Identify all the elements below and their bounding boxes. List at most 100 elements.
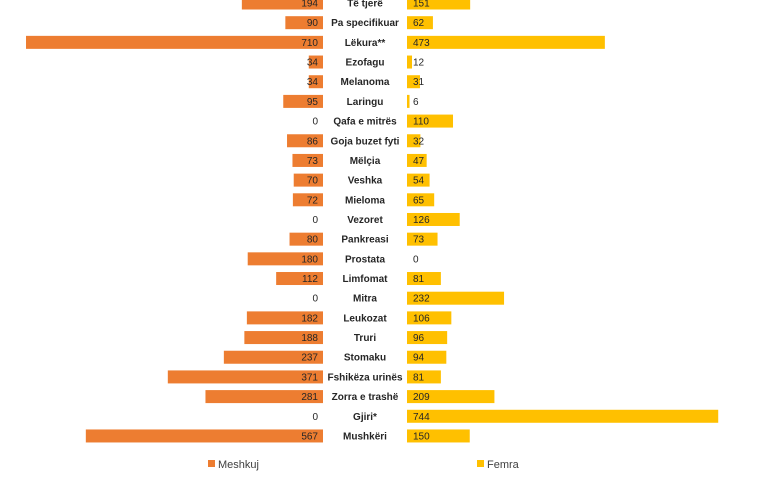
bar-meshkuj-lekura xyxy=(26,35,323,49)
value-label-meshkuj-vezoret: 0 xyxy=(312,215,318,226)
category-label-gjiri: Gjiri* xyxy=(353,412,377,423)
value-label-femra-stomaku: 94 xyxy=(413,353,425,364)
bar-femra-mushkeri xyxy=(407,429,470,443)
category-label-limfomat: Limfomat xyxy=(343,274,389,285)
category-label-qafa-e-mitres: Qafa e mitrës xyxy=(333,117,397,128)
bar-femra-gjiri xyxy=(407,409,719,423)
value-label-femra-melanoma: 31 xyxy=(413,77,425,88)
value-label-meshkuj-fshikeza-urines: 371 xyxy=(301,372,318,383)
bar-femra-lekura xyxy=(407,35,605,49)
category-label-veshka: Veshka xyxy=(348,176,383,187)
bar-femra-leukozat xyxy=(407,311,452,325)
category-label-stomaku: Stomaku xyxy=(344,353,386,364)
category-label-mieloma: Mieloma xyxy=(345,195,385,206)
value-label-meshkuj-veshka: 70 xyxy=(307,176,319,187)
value-label-femra-veshka: 54 xyxy=(413,176,425,187)
category-label-fshikeza-urines: Fshikëza urinës xyxy=(327,372,402,383)
bar-femra-fshikeza-urines xyxy=(407,370,441,384)
value-label-femra-pankreasi: 73 xyxy=(413,235,425,246)
bar-meshkuj-te-tjere xyxy=(241,0,323,10)
value-label-femra-zorra-e-trashe: 209 xyxy=(413,392,430,403)
bar-meshkuj-pankreasi xyxy=(289,232,323,246)
value-label-meshkuj-truri: 188 xyxy=(301,333,318,344)
category-label-zorra-e-trashe: Zorra e trashë xyxy=(332,392,399,403)
value-label-meshkuj-leukozat: 182 xyxy=(301,313,318,324)
value-label-femra-mitra: 232 xyxy=(413,294,430,305)
value-label-femra-gjiri: 744 xyxy=(413,412,430,423)
value-label-femra-ezofagu: 12 xyxy=(413,58,425,69)
category-label-mitra: Mitra xyxy=(353,294,377,305)
bar-femra-ezofagu xyxy=(407,55,413,69)
legend-swatch-meshkuj xyxy=(208,460,215,467)
bar-femra-truri xyxy=(407,331,448,345)
bar-meshkuj-zorra-e-trashe xyxy=(205,390,323,404)
value-label-meshkuj-limfomat: 112 xyxy=(302,274,318,285)
legend-label-femra: Femra xyxy=(487,459,520,471)
bar-meshkuj-leukozat xyxy=(246,311,323,325)
category-label-truri: Truri xyxy=(354,333,376,344)
value-label-meshkuj-pankreasi: 80 xyxy=(307,235,319,246)
bar-femra-zorra-e-trashe xyxy=(407,390,495,404)
bar-meshkuj-truri xyxy=(244,331,323,345)
value-label-femra-melcia: 47 xyxy=(413,156,425,167)
value-label-meshkuj-stomaku: 237 xyxy=(301,353,318,364)
value-label-meshkuj-te-tjere: 194 xyxy=(301,0,318,10)
legend: Meshkuj Femra xyxy=(208,459,520,471)
bar-meshkuj-melanoma xyxy=(308,75,323,89)
bar-meshkuj-limfomat xyxy=(276,272,323,286)
category-label-pankreasi: Pankreasi xyxy=(341,235,388,246)
category-label-prostata: Prostata xyxy=(345,254,385,265)
category-label-vezoret: Vezoret xyxy=(347,215,383,226)
category-label-goja-buzet-fyti: Goja buzet fyti xyxy=(331,136,400,147)
bar-meshkuj-mieloma xyxy=(292,193,323,207)
value-label-femra-pa-specifikuar: 62 xyxy=(413,18,425,29)
bar-femra-te-tjere xyxy=(407,0,471,10)
category-labels: Të tjerë Pa specifikuar Lëkura** Ezofagu Mel… xyxy=(327,0,402,442)
value-label-meshkuj-lekura: 710 xyxy=(301,38,318,49)
category-label-melanoma: Melanoma xyxy=(341,77,390,88)
category-label-te-tjere: Të tjerë xyxy=(347,0,383,10)
bar-femra-limfomat xyxy=(407,272,441,286)
bar-femra-laringu xyxy=(407,94,410,108)
category-label-melcia: Mëlçia xyxy=(350,156,381,167)
category-label-mushkeri: Mushkëri xyxy=(343,431,387,442)
bar-meshkuj-veshka xyxy=(293,173,323,187)
category-label-ezofagu: Ezofagu xyxy=(346,58,385,69)
legend-swatch-femra xyxy=(477,460,484,467)
legend-label-meshkuj: Meshkuj xyxy=(218,459,259,471)
value-label-femra-goja-buzet-fyti: 32 xyxy=(413,136,425,147)
femra-bars xyxy=(407,0,719,443)
value-label-meshkuj-qafa-e-mitres: 0 xyxy=(312,117,318,128)
value-label-meshkuj-mieloma: 72 xyxy=(307,195,319,206)
value-label-meshkuj-melanoma: 34 xyxy=(307,77,319,88)
bar-femra-veshka xyxy=(407,173,430,187)
bar-femra-melcia xyxy=(407,153,427,167)
value-label-meshkuj-pa-specifikuar: 90 xyxy=(307,18,319,29)
value-label-meshkuj-laringu: 95 xyxy=(307,97,319,108)
meshkuj-bars xyxy=(26,0,323,443)
bar-meshkuj-melcia xyxy=(292,153,323,167)
bar-meshkuj-stomaku xyxy=(223,350,323,364)
category-label-leukozat: Leukozat xyxy=(343,313,387,324)
value-label-femra-lekura: 473 xyxy=(413,38,430,49)
bar-femra-vezoret xyxy=(407,212,460,226)
bar-meshkuj-ezofagu xyxy=(308,55,323,69)
bar-femra-goja-buzet-fyti xyxy=(407,134,421,148)
value-label-femra-leukozat: 106 xyxy=(413,313,430,324)
category-label-lekura: Lëkura** xyxy=(345,38,386,49)
bar-meshkuj-prostata xyxy=(247,252,323,266)
value-labels: 194 151 90 62 710 473 34 12 34 31 95 6 0 110 86 32 73 47 7… xyxy=(301,0,430,442)
value-label-femra-te-tjere: 151 xyxy=(413,0,430,10)
value-label-meshkuj-goja-buzet-fyti: 86 xyxy=(307,136,319,147)
value-label-meshkuj-melcia: 73 xyxy=(307,156,319,167)
bar-femra-pa-specifikuar xyxy=(407,16,433,30)
bar-femra-mieloma xyxy=(407,193,435,207)
value-label-femra-truri: 96 xyxy=(413,333,425,344)
value-label-femra-laringu: 6 xyxy=(413,97,419,108)
value-label-femra-qafa-e-mitres: 110 xyxy=(413,117,429,128)
category-label-pa-specifikuar: Pa specifikuar xyxy=(331,18,399,29)
value-label-meshkuj-gjiri: 0 xyxy=(312,412,318,423)
value-label-meshkuj-mushkeri: 567 xyxy=(301,431,318,442)
bar-meshkuj-pa-specifikuar xyxy=(285,16,323,30)
